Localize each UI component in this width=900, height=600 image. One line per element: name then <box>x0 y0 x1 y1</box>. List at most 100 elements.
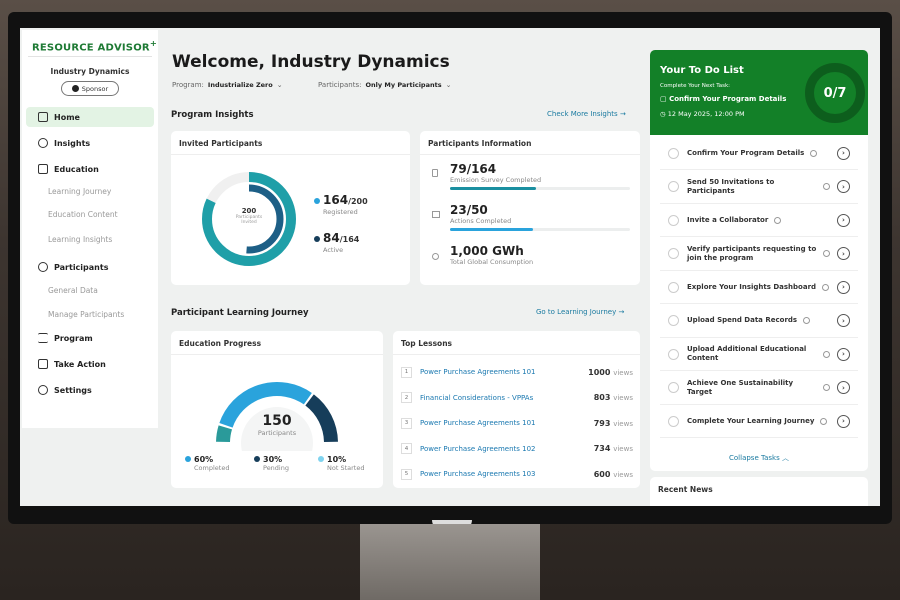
donut-center: 200 Participants Invited <box>235 207 263 225</box>
role-badge[interactable]: Sponsor <box>61 81 119 96</box>
sidebar-subitem-learning-insights[interactable]: Learning Insights <box>48 235 113 244</box>
task-label: Explore Your Insights Dashboard <box>687 282 817 291</box>
task-label: Upload Additional Educational Content <box>687 345 807 362</box>
info-item-actions: 23/50 Actions Completed <box>450 203 630 231</box>
lesson-title[interactable]: Power Purchase Agreements 101 <box>420 368 536 376</box>
card-title: Education Progress <box>171 331 383 355</box>
chevron-right-circle-icon[interactable]: › <box>837 247 850 260</box>
lesson-title[interactable]: Financial Considerations - VPPAs <box>420 393 534 402</box>
sidebar-item-education[interactable]: Education <box>26 159 154 179</box>
go-to-learning-journey-link[interactable]: Go to Learning Journey → <box>536 308 625 316</box>
collapse-tasks-button[interactable]: Collapse Tasks ︿ <box>729 454 789 462</box>
lesson-rank: 3 <box>401 417 412 429</box>
task-checkbox[interactable] <box>668 382 679 393</box>
task-label: Achieve One Sustainability Target <box>687 378 794 396</box>
monitor-stand <box>360 524 540 600</box>
chevron-right-circle-icon[interactable]: › <box>837 280 850 294</box>
lesson-views: 734 views <box>593 444 633 453</box>
chevron-right-circle-icon[interactable]: › <box>837 314 850 327</box>
legend-completed: 60% Completed <box>185 455 229 472</box>
help-icon[interactable] <box>820 417 828 425</box>
recent-news-title: Recent News <box>658 485 713 494</box>
lesson-rank: 2 <box>401 392 412 403</box>
help-icon[interactable] <box>823 183 830 190</box>
help-icon[interactable] <box>822 283 830 291</box>
chevron-right-circle-icon[interactable]: › <box>837 146 850 160</box>
help-icon[interactable] <box>823 384 830 391</box>
program-filter[interactable]: Program: Industrialize Zero ⌄ <box>172 81 283 89</box>
todo-task[interactable]: Upload Spend Data Records › <box>660 305 858 338</box>
help-icon[interactable] <box>823 350 830 358</box>
participants-information-card: Participants Information 79/164 Emission … <box>420 131 640 285</box>
task-checkbox[interactable] <box>668 248 679 259</box>
lesson-row[interactable]: 3 Power Purchase Agreements 101 793 views <box>401 413 633 433</box>
lesson-title[interactable]: Power Purchase Agreements 103 <box>420 470 536 478</box>
book-icon <box>38 164 48 174</box>
next-task-label: Complete Your Next Task: <box>660 83 731 89</box>
education-progress-card: Education Progress 150 Participants 60% C… <box>171 331 383 488</box>
lesson-title[interactable]: Power Purchase Agreements 101 <box>420 419 536 427</box>
people-icon <box>38 262 48 272</box>
check-more-insights-link[interactable]: Check More Insights → <box>547 110 626 118</box>
invited-donut <box>202 172 296 266</box>
chevron-right-circle-icon[interactable]: › <box>837 414 850 428</box>
card-title: Invited Participants <box>171 131 410 155</box>
lesson-row[interactable]: 1 Power Purchase Agreements 101 1000 views <box>401 362 633 382</box>
task-checkbox[interactable] <box>668 281 679 293</box>
chevron-right-circle-icon[interactable]: › <box>837 213 850 227</box>
help-icon[interactable] <box>823 250 830 257</box>
gear-icon <box>38 385 48 395</box>
lesson-row[interactable]: 5 Power Purchase Agreements 103 600 views <box>401 464 633 484</box>
gauge-inner <box>241 407 313 451</box>
task-checkbox[interactable] <box>668 214 679 226</box>
gauge-pending <box>305 394 338 443</box>
sidebar-item-take-action[interactable]: Take Action <box>26 354 154 374</box>
legend-dot <box>314 198 320 204</box>
sidebar-item-settings[interactable]: Settings <box>26 380 154 400</box>
sidebar-subitem-manage-participants[interactable]: Manage Participants <box>48 310 125 319</box>
sidebar-item-home[interactable]: Home <box>26 107 154 127</box>
program-insights-heading: Program Insights <box>171 110 254 120</box>
task-checkbox[interactable] <box>668 181 679 192</box>
lesson-views: 803 views <box>593 393 633 402</box>
org-name: Industry Dynamics <box>50 67 130 76</box>
gauge-completed <box>219 382 312 428</box>
sidebar: RESOURCE ADVISOR+ Industry Dynamics Spon… <box>22 30 158 428</box>
task-checkbox[interactable] <box>668 415 679 427</box>
info-item-consumption: 1,000 GWh Total Global Consumption <box>450 244 534 266</box>
chevron-right-circle-icon[interactable]: › <box>837 347 850 361</box>
help-icon[interactable] <box>803 317 811 324</box>
todo-task[interactable]: Upload Additional Educational Content › <box>660 338 858 371</box>
help-icon[interactable] <box>774 216 782 224</box>
chevron-right-circle-icon[interactable]: › <box>837 381 850 394</box>
logo: RESOURCE ADVISOR+ <box>32 38 157 54</box>
todo-task[interactable]: Confirm Your Program Details › <box>660 137 858 170</box>
participants-filter[interactable]: Participants: Only My Participants ⌄ <box>318 81 452 89</box>
todo-task[interactable]: Explore Your Insights Dashboard › <box>660 271 858 304</box>
sidebar-item-insights[interactable]: Insights <box>26 133 154 153</box>
sidebar-subitem-learning-journey[interactable]: Learning Journey <box>48 187 112 196</box>
lesson-row[interactable]: 4 Power Purchase Agreements 102 734 views <box>401 439 633 459</box>
todo-task[interactable]: Achieve One Sustainability Target › <box>660 372 858 405</box>
sidebar-subitem-education-content[interactable]: Education Content <box>48 210 118 219</box>
todo-task[interactable]: Verify participants requesting to join t… <box>660 238 858 271</box>
next-task-link[interactable]: ▢ Confirm Your Program Details <box>660 95 787 103</box>
help-icon[interactable] <box>810 149 818 157</box>
lesson-row[interactable]: 2 Financial Considerations - VPPAs 803 vie… <box>401 388 633 408</box>
todo-task[interactable]: Invite a Collaborator › <box>660 204 858 237</box>
lesson-title[interactable]: Power Purchase Agreements 102 <box>420 444 536 453</box>
sidebar-subitem-general-data[interactable]: General Data <box>48 286 98 295</box>
todo-task[interactable]: Complete Your Learning Journey › <box>660 405 858 438</box>
chevron-down-icon: ⌄ <box>445 81 452 89</box>
sponsor-icon <box>71 85 79 92</box>
legend-not-started: 10% Not Started <box>318 455 364 472</box>
todo-task[interactable]: Send 50 Invitations to Participants › <box>660 171 858 204</box>
sidebar-item-program[interactable]: Program <box>26 328 154 348</box>
todo-title: Your To Do List <box>660 65 744 76</box>
chevron-right-circle-icon[interactable]: › <box>837 180 850 193</box>
task-checkbox[interactable] <box>668 147 679 159</box>
task-checkbox[interactable] <box>668 315 679 326</box>
sidebar-item-participants[interactable]: Participants <box>26 257 154 277</box>
task-checkbox[interactable] <box>668 348 679 360</box>
legend-dot <box>185 456 191 462</box>
